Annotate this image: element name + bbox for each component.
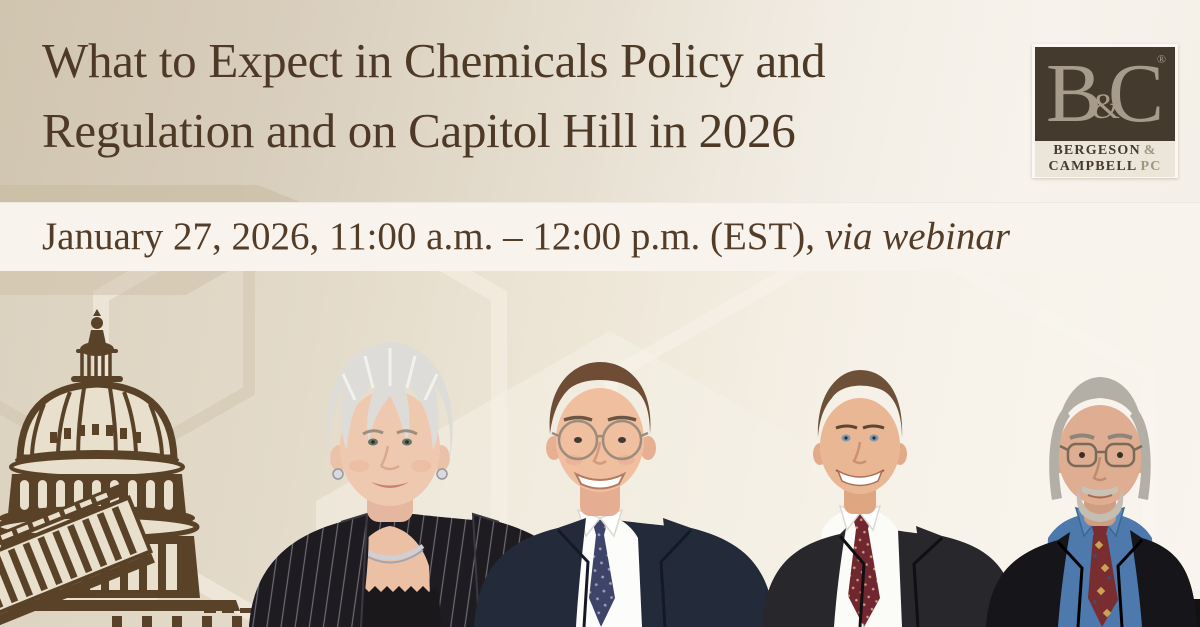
- logo-letter-c: C: [1108, 47, 1165, 140]
- title-line-2: Regulation and on Capitol Hill in 2026: [42, 103, 796, 158]
- bergeson-campbell-logo: B & C ® BERGESON & CAMPBELL PC: [1032, 44, 1178, 178]
- logo-letter-b: B: [1045, 47, 1102, 140]
- bc-firm-name: BERGESON & CAMPBELL PC: [1035, 141, 1175, 177]
- event-details-band: January 27, 2026, 11:00 a.m. – 12:00 p.m…: [0, 202, 1200, 273]
- webinar-title: What to Expect in Chemicals Policy and R…: [42, 26, 826, 166]
- decor-chevron-top: [0, 185, 300, 202]
- firm-name-line-2: CAMPBELL PC: [1048, 159, 1162, 174]
- logo-ampersand: &: [1091, 86, 1120, 126]
- event-datetime: January 27, 2026, 11:00 a.m. – 12:00 p.m…: [42, 215, 1011, 258]
- speaker-photo-4: [986, 377, 1197, 627]
- bc-monogram: B & C ®: [1035, 47, 1175, 141]
- registered-trademark-icon: ®: [1156, 52, 1166, 66]
- speakers-section: [0, 271, 1200, 627]
- event-format: via webinar: [824, 215, 1011, 258]
- title-line-1: What to Expect in Chemicals Policy and: [42, 33, 826, 88]
- header-section: What to Expect in Chemicals Policy and R…: [0, 0, 1200, 202]
- capitol-illustration: [0, 309, 270, 627]
- decor-chevron-left: [0, 271, 228, 295]
- speaker-photo-2: [474, 362, 775, 627]
- firm-name-line-1: BERGESON &: [1053, 143, 1157, 158]
